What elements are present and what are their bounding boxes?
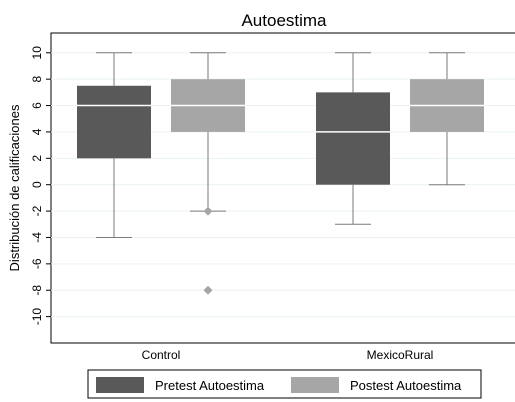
legend-swatch	[291, 377, 339, 393]
y-tick-label: -10	[30, 308, 44, 326]
iqr-box	[316, 92, 390, 185]
y-tick-label: 4	[30, 128, 44, 135]
x-category-label: Control	[142, 348, 181, 362]
legend: Pretest Autoestima Postest Autoestima	[87, 369, 482, 399]
legend-frame	[87, 369, 482, 399]
box-pretest-mexicorural	[316, 52, 390, 225]
y-tick-label: 6	[30, 102, 44, 109]
y-tick-label: 10	[30, 46, 44, 60]
y-tick-label: 8	[30, 76, 44, 83]
y-tick-label: 2	[30, 155, 44, 162]
y-tick-label: -4	[30, 232, 44, 243]
y-axis-label: Distribución de calificaciones	[7, 104, 22, 271]
y-tick-label: -8	[30, 285, 44, 296]
y-tick-label: -2	[30, 205, 44, 216]
x-category-label: MexicoRural	[367, 348, 434, 362]
outlier-point	[203, 285, 213, 295]
y-tick-label: -6	[30, 258, 44, 269]
outlier-point	[203, 206, 213, 216]
legend-swatch	[96, 377, 144, 393]
legend-label: Postest Autoestima	[350, 378, 462, 393]
legend-label: Pretest Autoestima	[155, 378, 265, 393]
box-postest-control	[171, 52, 245, 295]
y-tick-label: 0	[30, 181, 44, 188]
iqr-box	[77, 85, 151, 159]
box-pretest-control	[77, 52, 151, 238]
plot-area: 10 8 6 4 2 0 -2 -4 -6 -8 -10 Control MexicoRural	[30, 32, 515, 362]
box-postest-mexicorural	[410, 52, 484, 186]
chart-title: Autoestima	[241, 11, 327, 30]
